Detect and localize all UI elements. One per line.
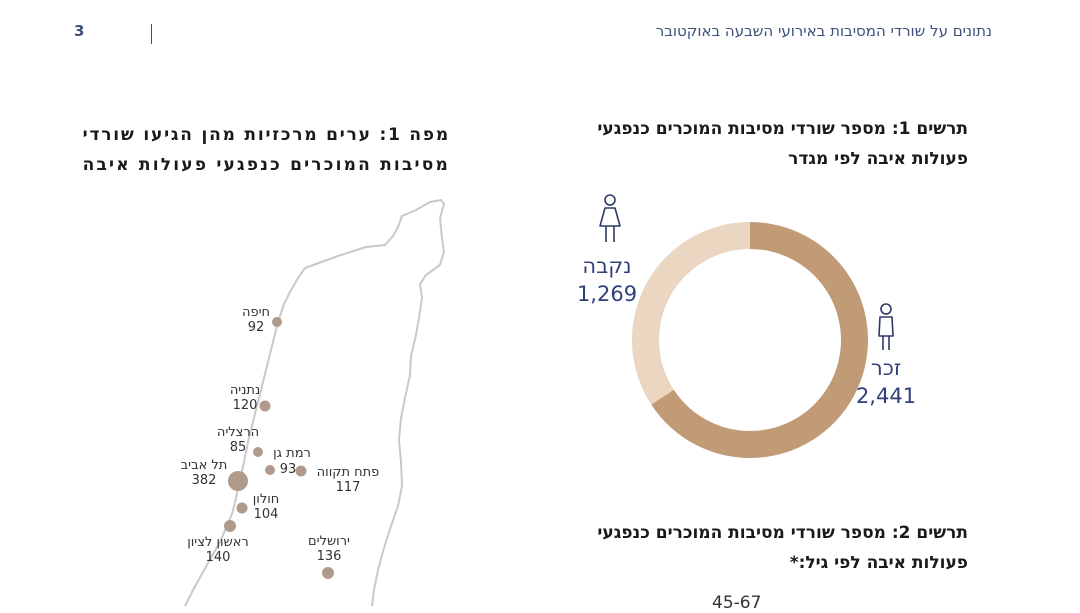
city-value: 120 [232,398,258,413]
city-marker-netanya [259,400,271,412]
age-chart-partial-value: 45-67 [712,593,762,613]
city-marker-haifa [272,317,282,327]
city-name: נתניה [229,383,261,398]
city-label-ramat-gan-value: 93 [278,462,298,477]
city-name: חולון [252,492,280,507]
city-value: 140 [205,550,231,565]
male-label: זכר 2,441 [853,354,919,410]
city-label-petah-tikva: פתח תקווה 117 [310,465,386,495]
city-marker-rishon-lezion [224,520,236,532]
female-value: 1,269 [576,282,638,306]
city-label-holon: חולון 104 [248,492,284,522]
chart1-title-line2: פעולות איבה לפי מגדר [788,149,968,169]
city-value: 382 [191,473,217,488]
city-value: 85 [229,440,247,455]
city-marker-holon [236,502,248,514]
gender-donut-chart [632,222,868,458]
city-marker-petah-tikva [295,465,307,477]
city-name: ירושלים [308,534,350,549]
city-value: 117 [335,480,361,495]
map-title: מפה 1: ערים מרכזיות מהן הגיעו שורדי מסיב… [83,120,450,180]
city-name: פתח תקווה [316,465,380,480]
map-title-line2: מסיבות המוכרים כנפגעי פעולות איבה [82,155,450,175]
chart2-title: תרשים 2: מספר שורדי מסיבות המוכרים כנפגע… [597,518,968,578]
city-name: חיפה [241,305,270,320]
city-name: רמת גן [273,446,311,461]
city-label-ramat-gan-name: רמת גן [268,446,316,461]
city-value: 93 [279,462,297,477]
male-person-icon [878,303,894,350]
city-label-tel-aviv: תל אביב 382 [176,458,232,488]
city-label-jerusalem: ירושלים 136 [300,534,358,564]
chart1-title-line1: תרשים 1: מספר שורדי מסיבות המוכרים כנפגע… [597,119,968,139]
female-name: נקבה [582,254,632,278]
header-divider [151,24,152,44]
city-marker-jerusalem [322,567,334,579]
city-value: 104 [253,507,279,522]
donut-slice-female [632,222,750,405]
city-marker-tel-aviv [228,471,248,491]
chart2-title-line1: תרשים 2: מספר שורדי מסיבות המוכרים כנפגע… [597,523,968,543]
city-label-haifa: חיפה 92 [232,305,280,335]
city-label-rishon-lezion: ראשון לציון 140 [180,535,256,565]
header-title: נתונים על שורדי המסיבות באירועי השבעה בא… [655,22,992,40]
city-marker-ramat-gan [265,465,275,475]
male-name: זכר [870,356,902,380]
city-name: תל אביב [180,458,228,473]
map-title-line1: מפה 1: ערים מרכזיות מהן הגיעו שורדי [82,125,450,145]
chart2-title-line2: פעולות איבה לפי גיל:* [789,553,968,573]
city-label-netanya: נתניה 120 [221,383,269,413]
city-name: הרצליה [216,425,260,440]
female-person-icon [599,194,621,242]
city-value: 136 [316,549,342,564]
israel-map-outline [304,199,445,606]
chart1-title: תרשים 1: מספר שורדי מסיבות המוכרים כנפגע… [597,114,968,174]
city-marker-herzliya [253,447,263,457]
city-value: 92 [247,320,265,335]
female-label: נקבה 1,269 [572,252,642,308]
city-name: ראשון לציון [187,535,249,550]
male-value: 2,441 [855,384,917,408]
israel-coastline [184,267,306,606]
city-label-herzliya: הרצליה 85 [212,425,264,455]
page-number: 3 [74,22,85,40]
